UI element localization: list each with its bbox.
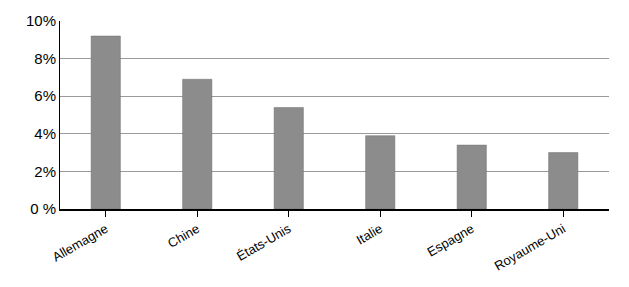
svg-text:10%: 10% [26,12,56,29]
svg-text:4%: 4% [34,125,56,142]
svg-text:Espagne: Espagne [425,221,477,260]
svg-text:Chine: Chine [165,221,202,251]
svg-text:8%: 8% [34,50,56,67]
svg-text:6%: 6% [34,87,56,104]
svg-text:2%: 2% [34,163,56,180]
svg-text:0 %: 0 % [30,200,56,217]
svg-text:Allemagne: Allemagne [50,221,111,265]
svg-text:Italie: Italie [354,221,385,248]
svg-text:Royaume-Uni: Royaume-Uni [492,221,568,274]
svg-text:États-Unis: États-Unis [234,221,294,264]
